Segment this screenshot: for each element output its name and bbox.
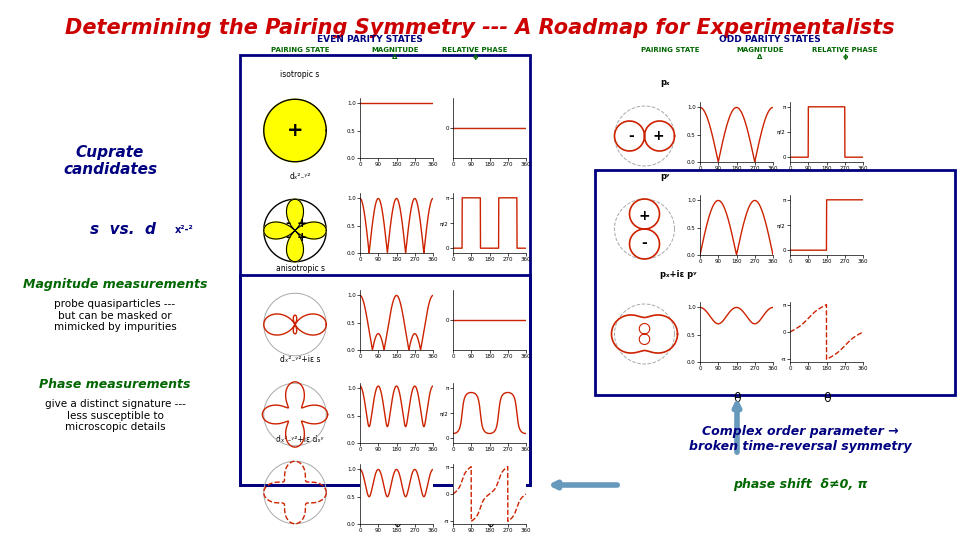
Text: dₓ²₋ʸ²+iε s: dₓ²₋ʸ²+iε s: [279, 355, 321, 364]
Bar: [240, 55, 530, 485]
Text: MAGNITUDE
Δ: MAGNITUDE Δ: [736, 47, 783, 60]
Text: +: +: [297, 217, 307, 231]
Text: EVEN PARITY STATES: EVEN PARITY STATES: [317, 35, 423, 44]
Text: θ: θ: [486, 517, 493, 530]
Text: PAIRING STATE: PAIRING STATE: [271, 47, 329, 53]
Text: pₓ+iε pʸ: pₓ+iε pʸ: [660, 270, 697, 279]
Text: dₓ²₋ʸ²+iε dₓʸ: dₓ²₋ʸ²+iε dₓʸ: [276, 435, 324, 444]
Text: give a distinct signature ---
less susceptible to
microscopic details: give a distinct signature --- less susce…: [44, 399, 185, 432]
Text: Magnitude measurements: Magnitude measurements: [23, 278, 207, 291]
Text: Phase measurements: Phase measurements: [39, 378, 191, 391]
Text: θ: θ: [823, 392, 830, 405]
Text: anisotropic s: anisotropic s: [276, 264, 324, 273]
Text: RELATIVE PHASE
ϕ: RELATIVE PHASE ϕ: [812, 47, 877, 60]
Bar: [240, 275, 530, 485]
Text: +: +: [638, 208, 650, 222]
Text: dₓ²₋ʸ²: dₓ²₋ʸ²: [289, 172, 311, 181]
Text: ODD PARITY STATES: ODD PARITY STATES: [719, 35, 821, 44]
Text: +: +: [287, 121, 303, 140]
Text: probe quasiparticles ---
but can be masked or
mimicked by impurities: probe quasiparticles --- but can be mask…: [54, 299, 177, 332]
Text: Determining the Pairing Symmetry --- A Roadmap for Experimentalists: Determining the Pairing Symmetry --- A R…: [65, 18, 895, 38]
Text: -: -: [641, 235, 647, 249]
Text: x²-²: x²-²: [175, 225, 194, 235]
Text: PAIRING STATE: PAIRING STATE: [640, 47, 699, 53]
Text: θ: θ: [733, 392, 741, 405]
Polygon shape: [264, 99, 326, 162]
Text: RELATIVE PHASE
ϕ: RELATIVE PHASE ϕ: [443, 47, 508, 60]
Polygon shape: [264, 199, 295, 231]
Text: +: +: [297, 231, 307, 244]
Text: -: -: [286, 217, 291, 231]
Polygon shape: [295, 231, 326, 262]
Text: phase shift  δ≠0, π: phase shift δ≠0, π: [732, 478, 867, 491]
Text: pₓ: pₓ: [660, 78, 669, 87]
Text: pʸ: pʸ: [660, 172, 669, 181]
Text: s  vs.  d: s vs. d: [90, 222, 156, 237]
Text: isotropic s: isotropic s: [280, 70, 320, 79]
Bar: [595, 170, 955, 395]
Polygon shape: [295, 199, 326, 231]
Polygon shape: [264, 231, 295, 262]
Text: -: -: [286, 231, 291, 244]
Text: +: +: [652, 129, 663, 143]
Text: Cuprate
candidates: Cuprate candidates: [63, 145, 157, 178]
Text: θ: θ: [394, 517, 401, 530]
Text: MAGNITUDE
Δ: MAGNITUDE Δ: [372, 47, 419, 60]
Text: Complex order parameter →
broken time-reversal symmetry: Complex order parameter → broken time-re…: [688, 425, 911, 453]
Text: -: -: [628, 129, 634, 143]
